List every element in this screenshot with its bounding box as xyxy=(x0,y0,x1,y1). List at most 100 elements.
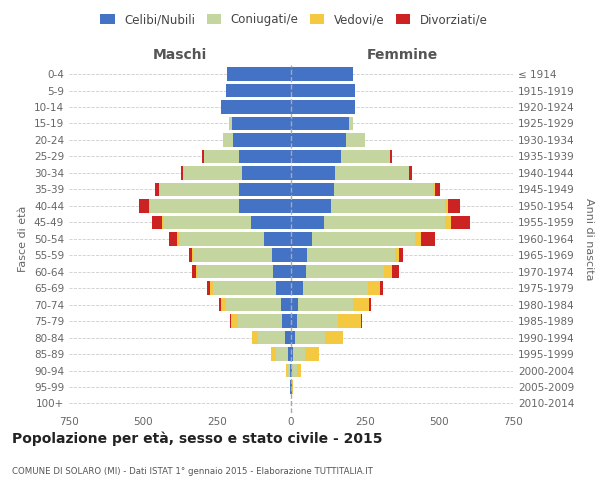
Bar xyxy=(433,182,434,196)
Bar xyxy=(297,314,338,328)
Bar xyxy=(293,348,305,361)
Bar xyxy=(380,282,383,295)
Bar xyxy=(259,331,285,344)
Bar xyxy=(226,84,291,98)
Y-axis label: Anni di nascita: Anni di nascita xyxy=(584,198,594,280)
Bar xyxy=(231,314,238,328)
Bar xyxy=(349,116,353,130)
Bar xyxy=(368,282,380,295)
Bar xyxy=(162,216,164,229)
Bar xyxy=(242,166,291,179)
Bar xyxy=(193,248,272,262)
Bar xyxy=(212,282,276,295)
Bar xyxy=(291,199,331,212)
Bar xyxy=(370,298,371,312)
Bar xyxy=(233,133,291,146)
Bar xyxy=(239,150,291,163)
Bar xyxy=(209,282,212,295)
Bar xyxy=(291,133,346,146)
Bar xyxy=(291,150,341,163)
Bar xyxy=(307,248,395,262)
Bar xyxy=(303,282,368,295)
Bar xyxy=(288,348,291,361)
Bar xyxy=(202,150,203,163)
Text: Femmine: Femmine xyxy=(367,48,437,62)
Bar xyxy=(189,248,192,262)
Text: Maschi: Maschi xyxy=(153,48,207,62)
Bar xyxy=(291,116,349,130)
Bar xyxy=(361,314,362,328)
Bar xyxy=(331,199,445,212)
Bar xyxy=(338,314,361,328)
Text: Popolazione per età, sesso e stato civile - 2015: Popolazione per età, sesso e stato civil… xyxy=(12,431,383,446)
Bar xyxy=(221,100,291,114)
Bar xyxy=(291,68,353,81)
Bar xyxy=(221,298,226,312)
Bar xyxy=(291,331,295,344)
Bar xyxy=(298,298,353,312)
Bar xyxy=(445,199,448,212)
Bar xyxy=(164,216,251,229)
Bar xyxy=(276,282,291,295)
Bar xyxy=(292,380,293,394)
Bar xyxy=(273,265,291,278)
Bar xyxy=(291,100,355,114)
Bar xyxy=(335,166,409,179)
Bar xyxy=(451,216,470,229)
Bar xyxy=(230,314,231,328)
Bar xyxy=(346,133,365,146)
Bar xyxy=(151,199,239,212)
Bar xyxy=(149,199,151,212)
Bar xyxy=(445,216,451,229)
Bar xyxy=(295,331,325,344)
Bar xyxy=(312,232,415,245)
Bar xyxy=(334,182,433,196)
Bar xyxy=(276,348,288,361)
Bar xyxy=(223,133,233,146)
Bar xyxy=(229,116,232,130)
Bar xyxy=(203,150,239,163)
Bar xyxy=(287,364,290,378)
Bar xyxy=(384,265,392,278)
Bar xyxy=(291,84,355,98)
Bar xyxy=(281,298,291,312)
Bar xyxy=(152,216,162,229)
Bar xyxy=(159,182,239,196)
Bar xyxy=(251,216,291,229)
Bar xyxy=(291,298,298,312)
Bar xyxy=(291,348,293,361)
Bar xyxy=(196,265,198,278)
Text: COMUNE DI SOLARO (MI) - Dati ISTAT 1° gennaio 2015 - Elaborazione TUTTITALIA.IT: COMUNE DI SOLARO (MI) - Dati ISTAT 1° ge… xyxy=(12,467,373,476)
Bar xyxy=(291,166,335,179)
Bar xyxy=(265,232,291,245)
Bar xyxy=(238,314,282,328)
Bar xyxy=(177,232,179,245)
Bar xyxy=(421,232,434,245)
Legend: Celibi/Nubili, Coniugati/e, Vedovi/e, Divorziati/e: Celibi/Nubili, Coniugati/e, Vedovi/e, Di… xyxy=(95,8,493,31)
Bar xyxy=(291,314,297,328)
Bar xyxy=(395,248,399,262)
Bar xyxy=(226,298,281,312)
Bar xyxy=(291,182,334,196)
Bar xyxy=(272,248,291,262)
Bar xyxy=(305,348,319,361)
Bar xyxy=(291,364,292,378)
Bar xyxy=(282,314,291,328)
Y-axis label: Fasce di età: Fasce di età xyxy=(19,206,28,272)
Bar xyxy=(227,68,291,81)
Bar xyxy=(286,364,287,378)
Bar xyxy=(415,232,421,245)
Bar xyxy=(341,150,390,163)
Bar xyxy=(252,331,259,344)
Bar xyxy=(306,265,384,278)
Bar xyxy=(179,232,265,245)
Bar xyxy=(392,265,399,278)
Bar xyxy=(139,199,149,212)
Bar xyxy=(323,216,445,229)
Bar xyxy=(291,216,323,229)
Bar xyxy=(183,166,242,179)
Bar xyxy=(169,232,177,245)
Bar xyxy=(325,331,343,344)
Bar xyxy=(291,265,306,278)
Bar xyxy=(181,166,183,179)
